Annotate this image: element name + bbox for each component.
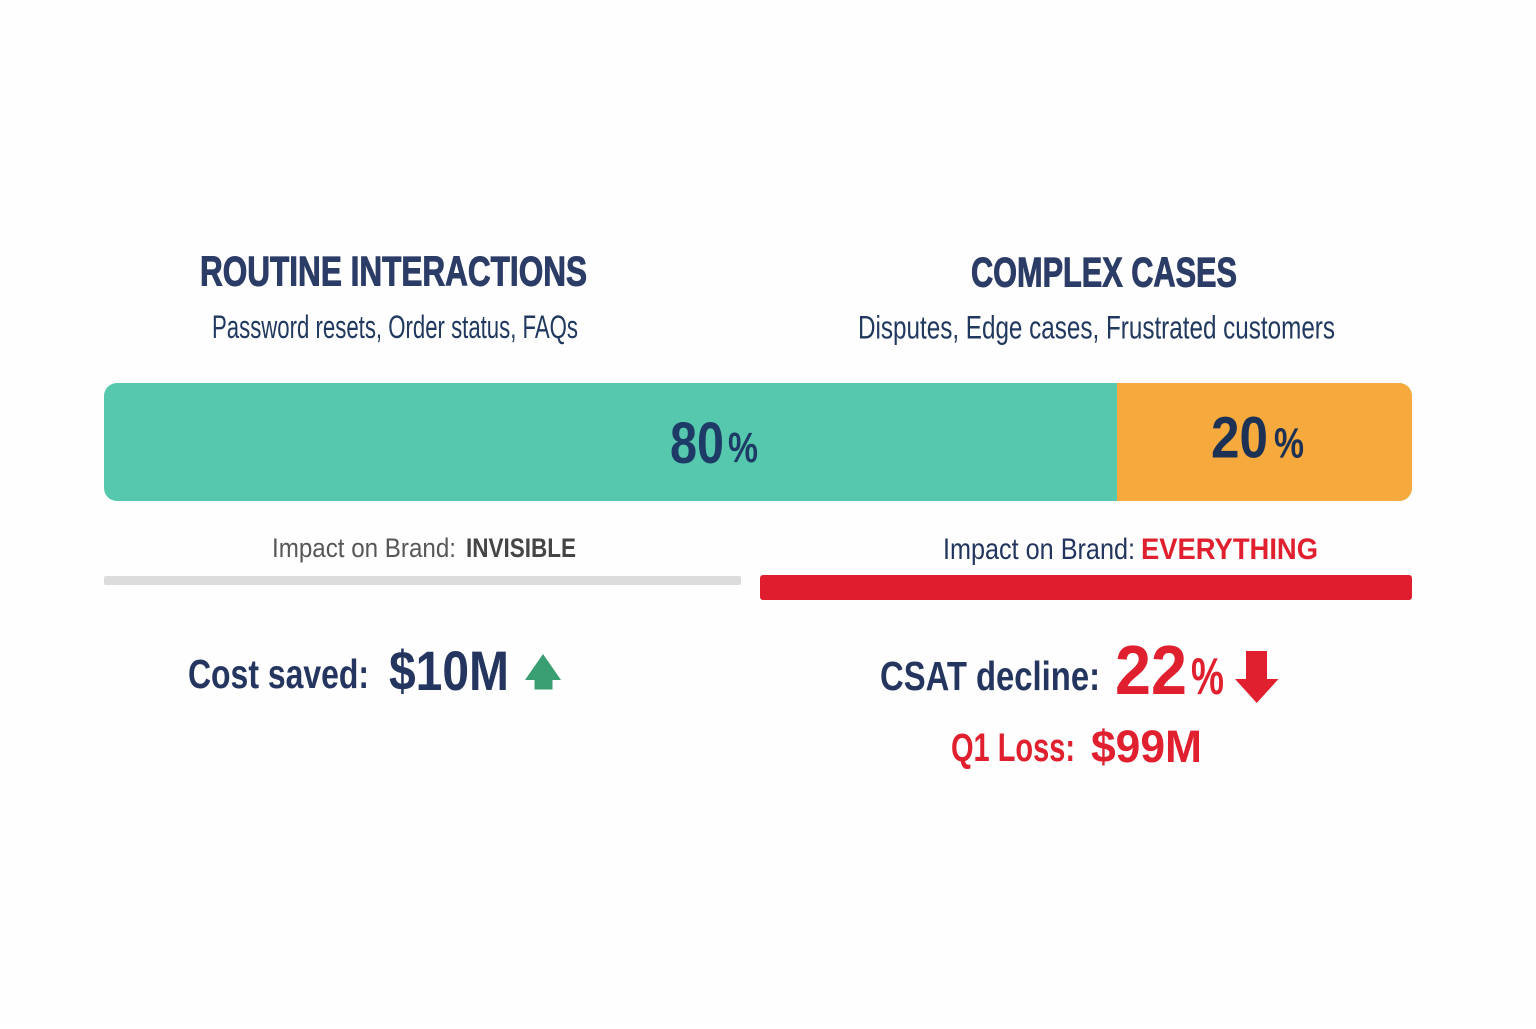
svg-text:Cost saved:: Cost saved: [188,651,369,697]
svg-text:Password resets, Order status,: Password resets, Order status, FAQs [212,309,578,345]
svg-text:22: 22 [1115,631,1187,709]
svg-text:INVISIBLE: INVISIBLE [466,533,576,563]
svg-text:$10M: $10M [389,639,509,702]
svg-text:CSAT decline:: CSAT decline: [880,653,1100,699]
svg-text:EVERYTHING: EVERYTHING [1141,533,1318,566]
svg-text:Impact on Brand:: Impact on Brand: [272,533,456,563]
svg-text:Disputes, Edge cases, Frustrat: Disputes, Edge cases, Frustrated custome… [858,310,1335,346]
svg-text:COMPLEX CASES: COMPLEX CASES [971,249,1237,296]
svg-text:%: % [1274,420,1304,468]
svg-text:%: % [728,424,758,472]
svg-text:20: 20 [1211,406,1268,471]
svg-text:Q1 Loss:: Q1 Loss: [951,726,1075,770]
svg-text:%: % [1191,648,1224,706]
svg-text:ROUTINE INTERACTIONS: ROUTINE INTERACTIONS [200,248,587,295]
svg-text:$99M: $99M [1091,721,1202,772]
svg-text:80: 80 [670,411,724,476]
svg-text:Impact on Brand:: Impact on Brand: [943,533,1135,566]
